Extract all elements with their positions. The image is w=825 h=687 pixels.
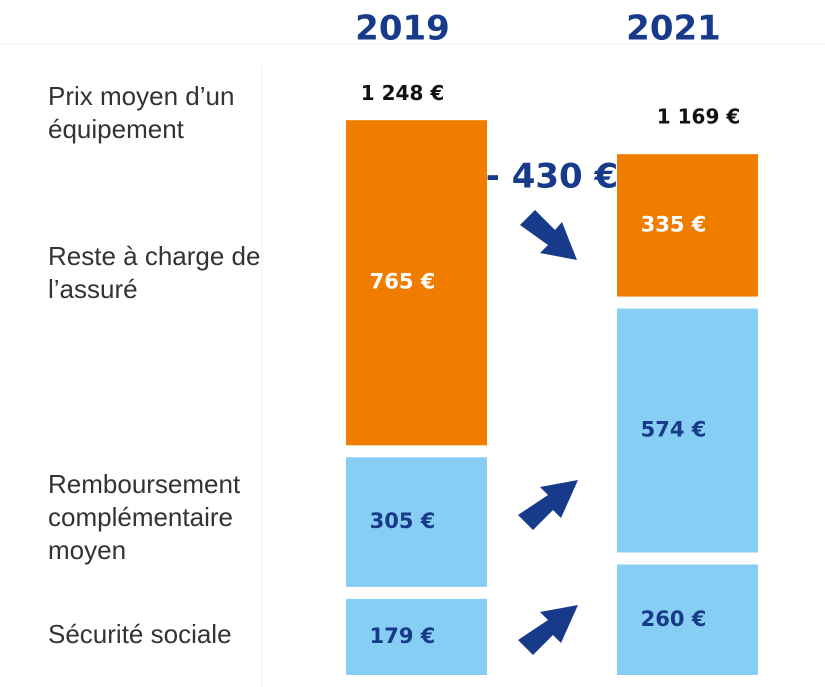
bar-segment (346, 457, 487, 587)
arrow-down (520, 210, 577, 260)
row-label: Reste à charge de l’assuré (48, 241, 261, 304)
total-label: 1 248 € (361, 81, 445, 105)
value-label: 305 € (370, 509, 436, 533)
bar-segment (346, 120, 487, 446)
bar-segment (617, 564, 758, 675)
bar-segment (617, 308, 758, 553)
row-label: Sécurité sociale (48, 619, 232, 649)
row-label: Prix moyen d’un équipement (48, 81, 235, 144)
arrow-up (518, 480, 578, 530)
bar-segment (346, 598, 487, 675)
row-label: Remboursement complémentaire moyen (48, 469, 241, 565)
category-label: 2021 (626, 9, 721, 49)
arrows (518, 210, 578, 655)
value-label: 260 € (641, 607, 707, 631)
value-label: 574 € (641, 418, 707, 442)
value-label: 179 € (370, 624, 436, 648)
arrow-up (518, 605, 578, 655)
category-label: 2019 (355, 9, 450, 49)
annotation: - 430 € (486, 157, 618, 197)
bar-segment (617, 154, 758, 297)
value-label: 765 € (370, 270, 436, 294)
total-label: 1 169 € (657, 105, 741, 129)
value-label: 335 € (641, 212, 707, 236)
